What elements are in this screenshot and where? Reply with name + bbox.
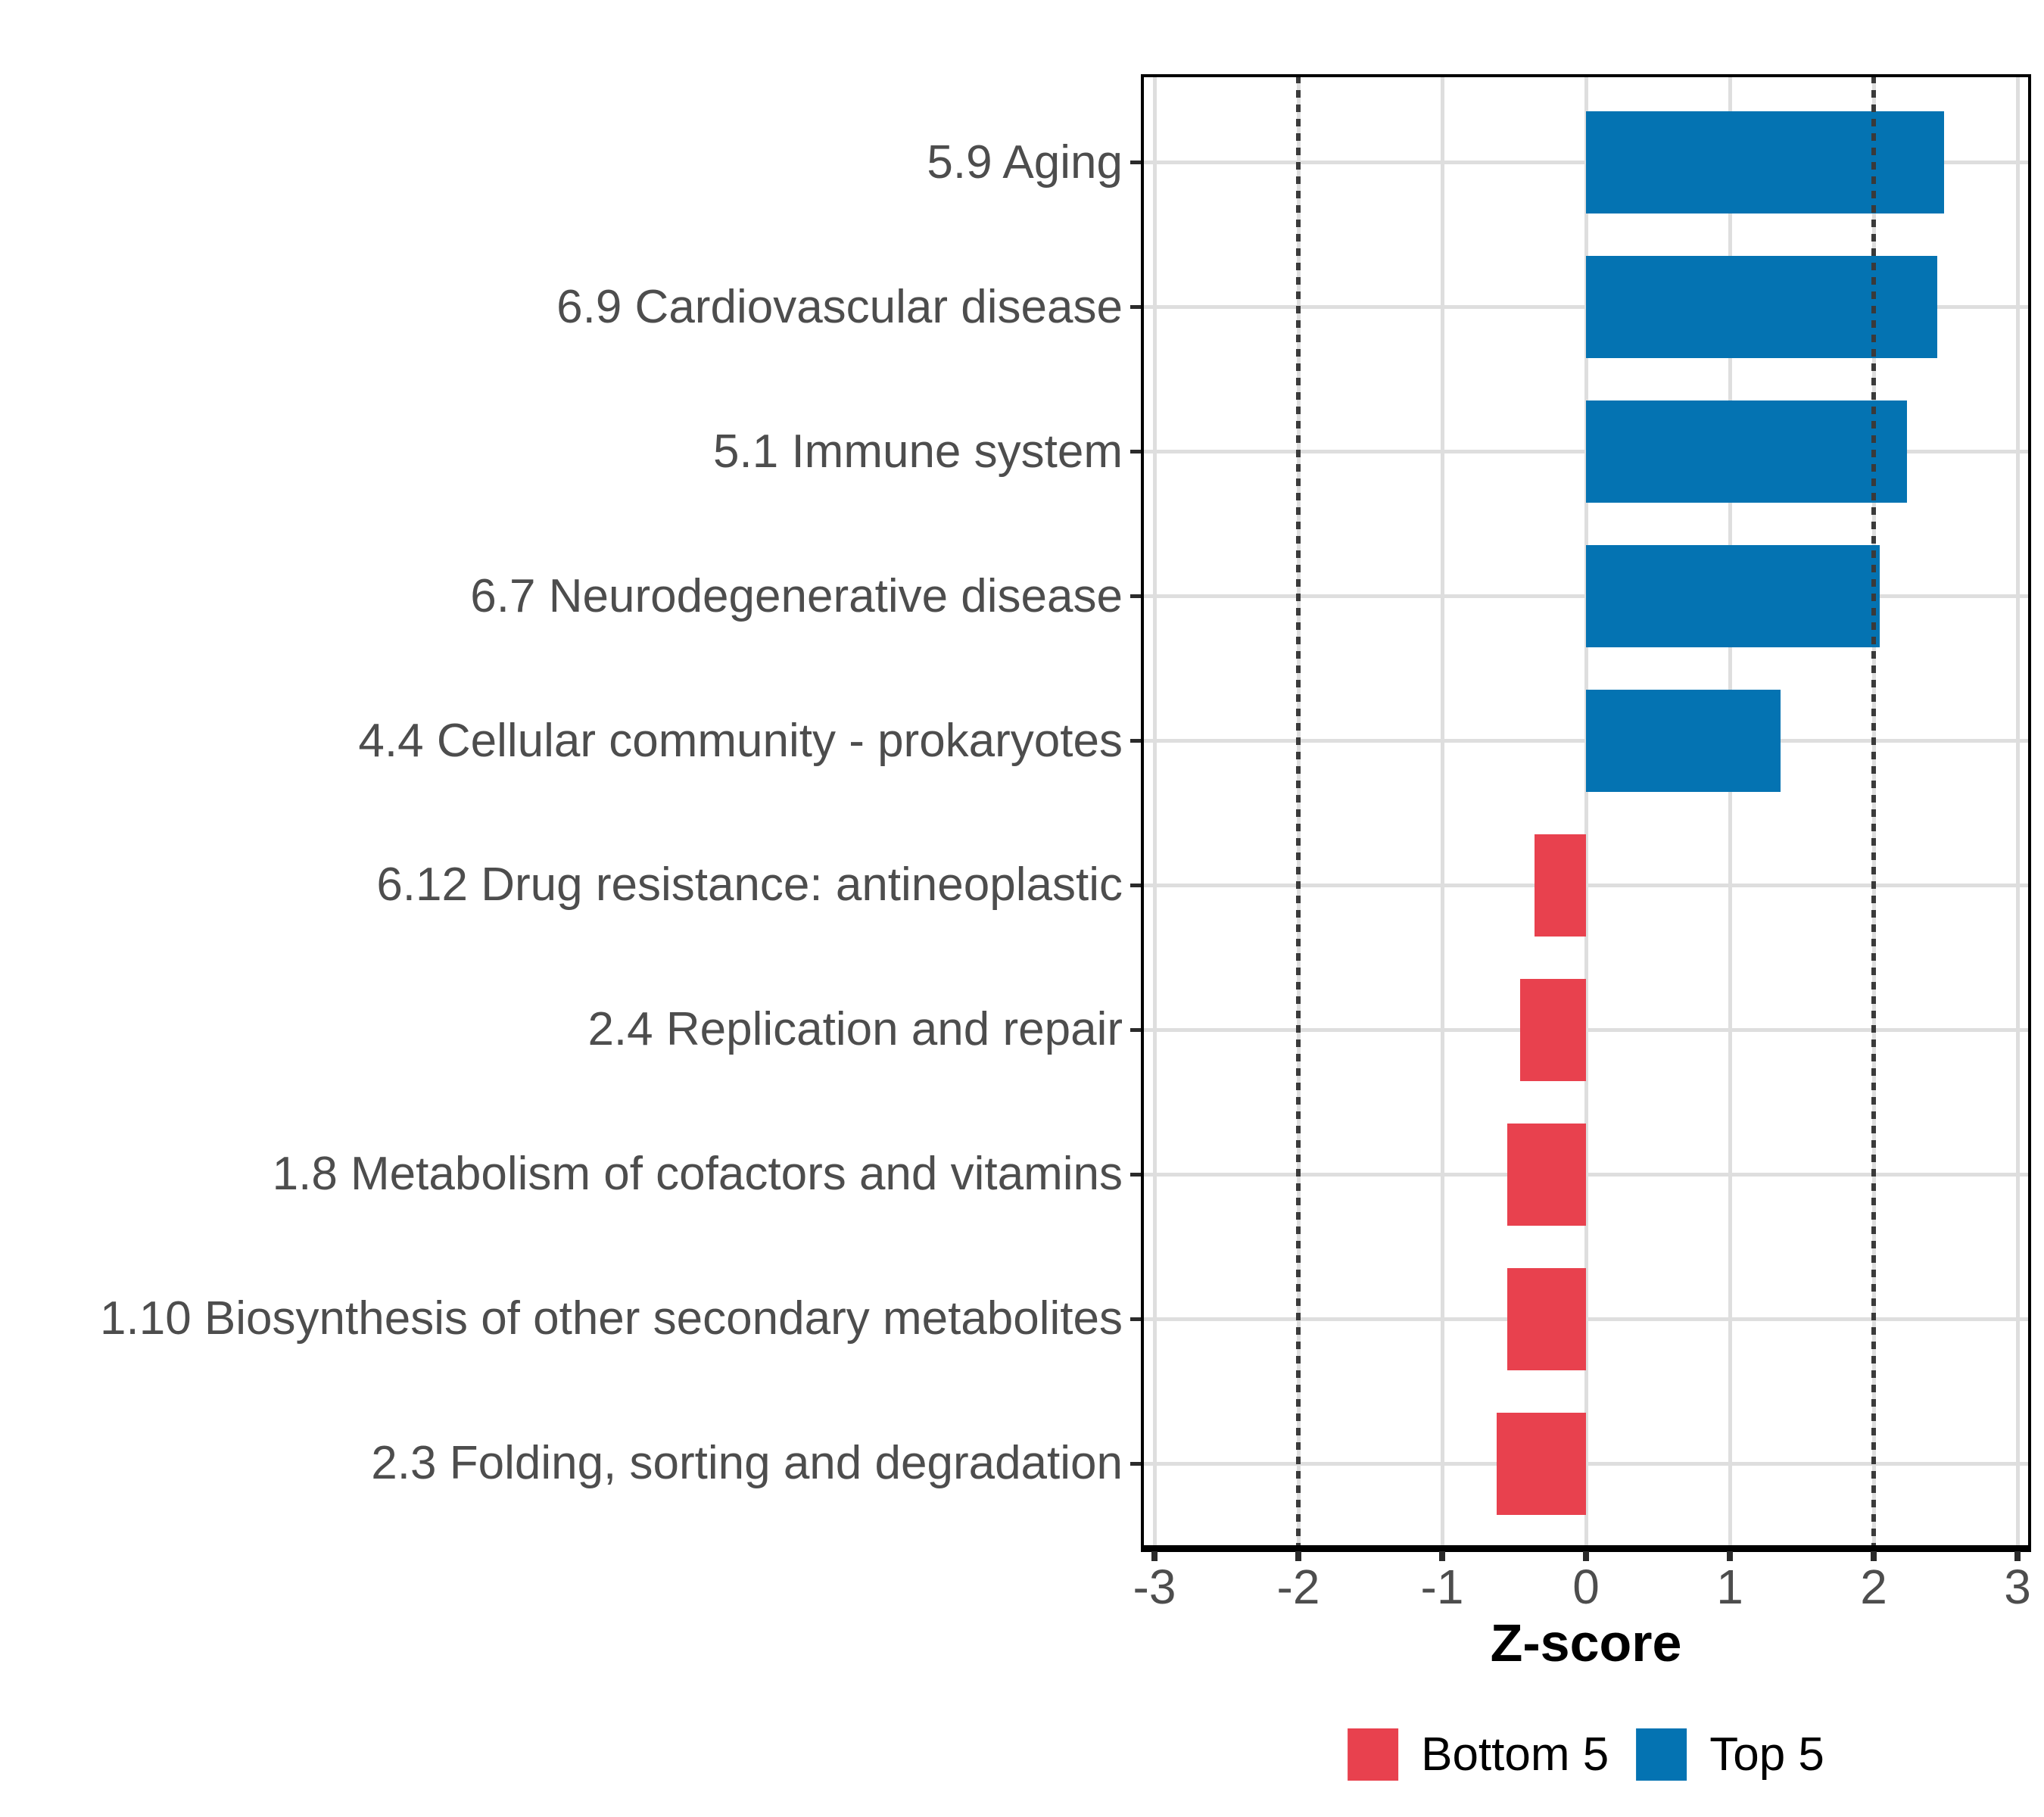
- x-tick-label: -2: [1276, 1560, 1320, 1614]
- bar-bottom5: [1497, 1412, 1586, 1515]
- bar-bottom5: [1507, 1123, 1586, 1226]
- y-tick-mark: [1130, 305, 1141, 310]
- category-label: 1.10 Biosynthesis of other secondary met…: [100, 1292, 1123, 1345]
- category-label: 5.1 Immune system: [713, 425, 1123, 478]
- x-tick-mark: [1727, 1551, 1733, 1561]
- reference-line-dotted: [1296, 76, 1301, 1551]
- x-tick-mark: [1871, 1551, 1877, 1561]
- category-label: 1.8 Metabolism of cofactors and vitamins: [272, 1148, 1123, 1201]
- bar-top5: [1586, 256, 1937, 359]
- legend-item: Bottom 5: [1348, 1728, 1609, 1781]
- major-gridline-horizontal: [1142, 1461, 2030, 1466]
- x-tick-mark: [1295, 1551, 1301, 1561]
- major-gridline-horizontal: [1142, 1027, 2030, 1032]
- category-label: 6.7 Neurodegenerative disease: [470, 569, 1123, 622]
- major-gridline-vertical: [1440, 76, 1444, 1551]
- legend-label: Bottom 5: [1421, 1728, 1609, 1781]
- bar-bottom5: [1519, 978, 1586, 1081]
- x-tick-label: 2: [1860, 1560, 1887, 1614]
- legend-swatch-top-5: [1636, 1728, 1687, 1781]
- major-gridline-vertical: [2015, 76, 2020, 1551]
- legend-label: Top 5: [1709, 1728, 1824, 1781]
- category-label: 5.9 Aging: [927, 136, 1123, 189]
- x-tick-mark: [2014, 1551, 2021, 1561]
- legend: Bottom 5 Top 5: [1348, 1728, 1824, 1781]
- x-tick-mark: [1583, 1551, 1589, 1561]
- bar-top5: [1586, 111, 1945, 214]
- bar-top5: [1586, 545, 1880, 648]
- y-tick-mark: [1130, 594, 1141, 599]
- legend-swatch-bottom-5: [1348, 1728, 1399, 1781]
- major-gridline-vertical: [1584, 76, 1588, 1551]
- x-tick-mark: [1151, 1551, 1158, 1561]
- bar-bottom5: [1534, 834, 1586, 937]
- y-tick-mark: [1130, 739, 1141, 743]
- x-axis-title: Z-score: [1490, 1613, 1682, 1672]
- y-tick-mark: [1130, 1172, 1141, 1177]
- y-tick-mark: [1130, 883, 1141, 887]
- category-label: 4.4 Cellular community - prokaryotes: [358, 714, 1123, 767]
- legend-item: Top 5: [1636, 1728, 1824, 1781]
- category-label: 6.9 Cardiovascular disease: [556, 280, 1123, 333]
- y-tick-mark: [1130, 1027, 1141, 1032]
- x-tick-mark: [1439, 1551, 1445, 1561]
- y-tick-mark: [1130, 1317, 1141, 1321]
- y-tick-mark: [1130, 1461, 1141, 1466]
- bar-top5: [1586, 400, 1907, 503]
- category-label: 2.3 Folding, sorting and degradation: [371, 1437, 1123, 1490]
- y-tick-mark: [1130, 161, 1141, 165]
- category-label: 6.12 Drug resistance: antineoplastic: [376, 859, 1123, 912]
- bar-bottom5: [1507, 1267, 1586, 1370]
- major-gridline-vertical: [1152, 76, 1157, 1551]
- bar-top5: [1586, 690, 1781, 792]
- x-tick-label: 3: [2004, 1560, 2031, 1614]
- major-gridline-horizontal: [1142, 1172, 2030, 1177]
- major-gridline-horizontal: [1142, 1317, 2030, 1321]
- y-tick-mark: [1130, 450, 1141, 454]
- x-tick-label: -1: [1420, 1560, 1464, 1614]
- x-tick-label: 1: [1716, 1560, 1743, 1614]
- category-label: 2.4 Replication and repair: [587, 1003, 1123, 1056]
- x-tick-label: 0: [1572, 1560, 1600, 1614]
- major-gridline-horizontal: [1142, 883, 2030, 887]
- x-axis-line: [1141, 1545, 2031, 1551]
- x-tick-label: -3: [1133, 1560, 1176, 1614]
- reference-line-dotted: [1871, 76, 1876, 1551]
- major-gridline-vertical: [1728, 76, 1732, 1551]
